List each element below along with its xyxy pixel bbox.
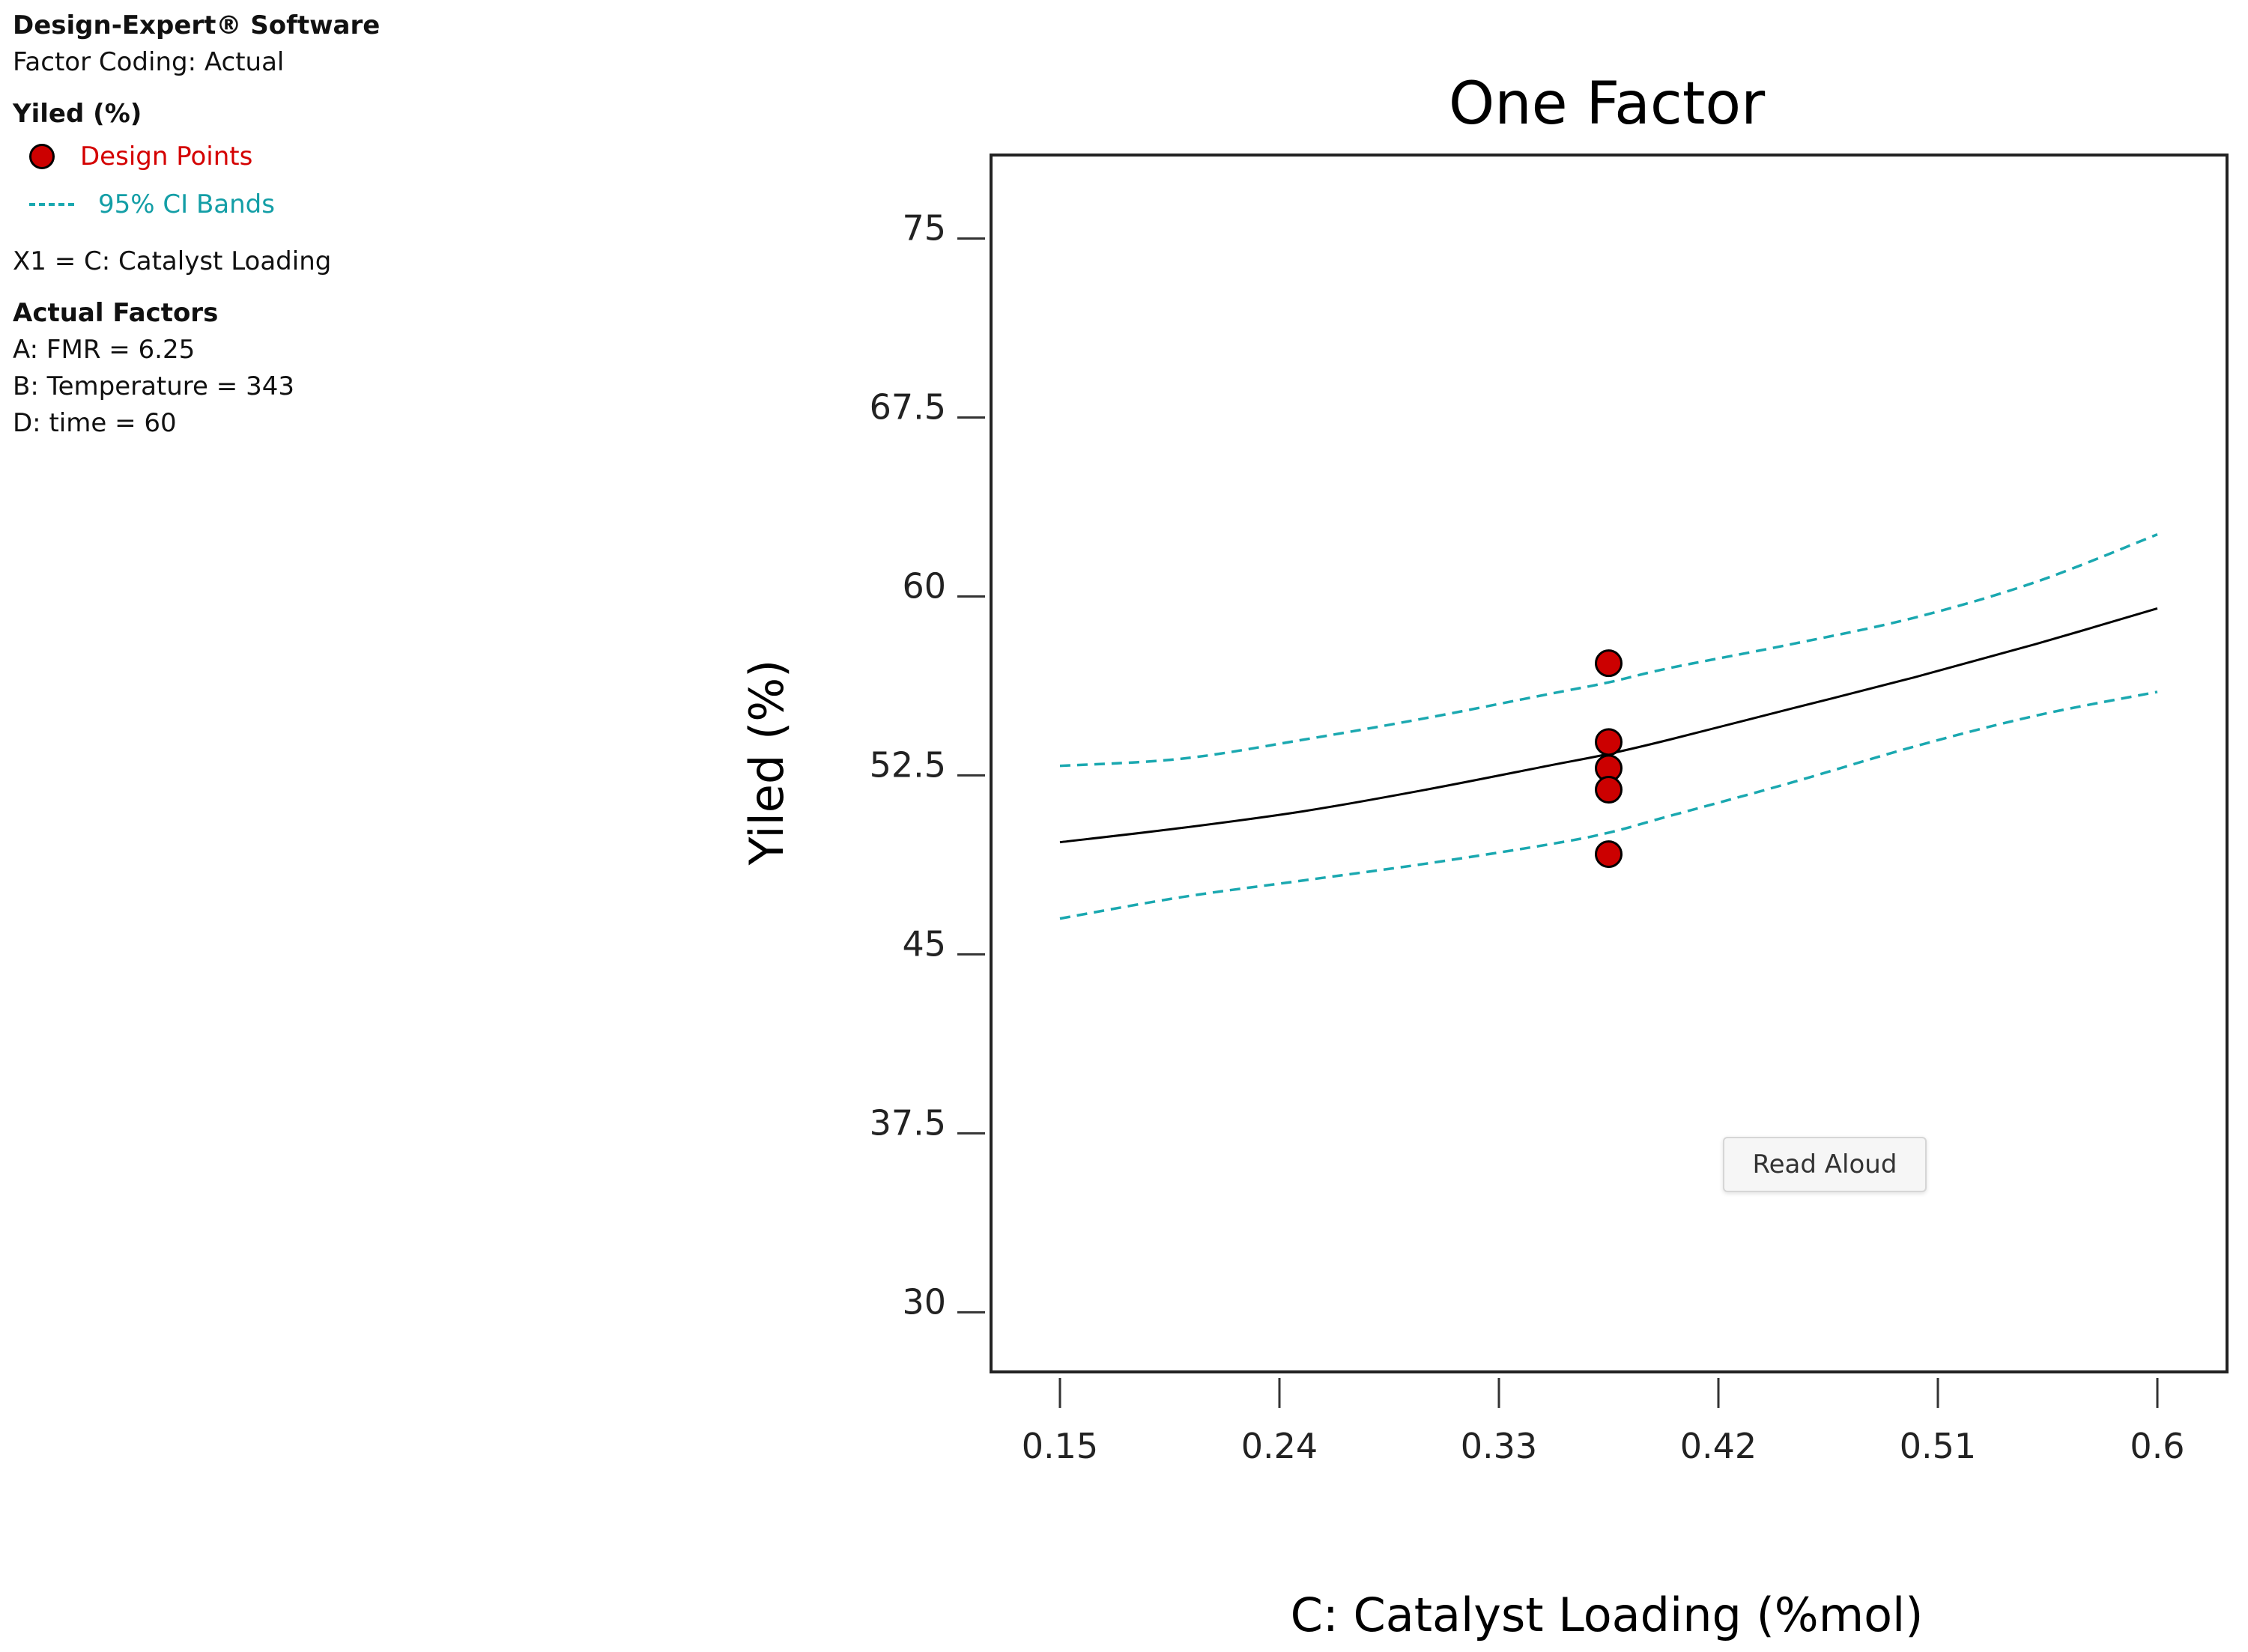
y-tick-label: 45 bbox=[902, 923, 946, 964]
y-tick-label: 30 bbox=[902, 1281, 946, 1322]
response-name: Yiled (%) bbox=[13, 99, 142, 129]
design-point bbox=[1595, 649, 1623, 678]
x-tick-label: 0.15 bbox=[1022, 1426, 1098, 1466]
design-point bbox=[1595, 776, 1623, 804]
legend-design-points-label: Design Points bbox=[80, 141, 253, 171]
plot-area bbox=[990, 154, 2229, 1373]
factor-d: D: time = 60 bbox=[13, 408, 177, 438]
dashed-line-icon bbox=[29, 203, 74, 206]
x1-definition: X1 = C: Catalyst Loading bbox=[13, 246, 332, 276]
info-panel: Design-Expert® Software Factor Coding: A… bbox=[13, 7, 462, 442]
software-title: Design-Expert® Software bbox=[13, 10, 381, 40]
y-tick-label: 75 bbox=[902, 208, 946, 249]
design-point bbox=[1595, 728, 1623, 756]
x-axis: 0.15 0.24 0.33 0.42 0.51 0.6 bbox=[1022, 1378, 2185, 1466]
y-axis: 30 37.5 45 52.5 60 67.5 75 bbox=[870, 208, 985, 1322]
y-tick-label: 67.5 bbox=[870, 386, 946, 427]
chart-title: One Factor bbox=[1449, 70, 1766, 138]
factor-a: A: FMR = 6.25 bbox=[13, 335, 196, 365]
y-tick-label: 37.5 bbox=[870, 1102, 946, 1143]
factor-b: B: Temperature = 343 bbox=[13, 371, 294, 401]
x-axis-label: C: Catalyst Loading (%mol) bbox=[1291, 1588, 1924, 1642]
x-tick-label: 0.24 bbox=[1241, 1426, 1318, 1466]
x-tick-label: 0.6 bbox=[2130, 1426, 2184, 1466]
legend-ci-bands: 95% CI Bands bbox=[13, 180, 462, 228]
ci-lower-line bbox=[1059, 690, 2158, 920]
design-point-marker-icon bbox=[29, 144, 55, 169]
x-tick-label: 0.33 bbox=[1461, 1426, 1537, 1466]
points-layer bbox=[1595, 649, 1623, 869]
y-tick-label: 60 bbox=[902, 565, 946, 606]
y-axis-label: Yiled (%) bbox=[739, 660, 794, 866]
x-tick-label: 0.42 bbox=[1680, 1426, 1757, 1466]
ci-upper-line bbox=[1059, 532, 2158, 768]
legend-ci-bands-label: 95% CI Bands bbox=[98, 189, 275, 219]
x-tick-label: 0.51 bbox=[1900, 1426, 1976, 1466]
legend-design-points: Design Points bbox=[13, 133, 462, 180]
read-aloud-button[interactable]: Read Aloud bbox=[1723, 1137, 1927, 1192]
actual-factors-title: Actual Factors bbox=[13, 298, 219, 328]
design-point bbox=[1595, 840, 1623, 869]
factor-coding: Factor Coding: Actual bbox=[13, 47, 285, 77]
y-tick-label: 52.5 bbox=[870, 744, 946, 785]
